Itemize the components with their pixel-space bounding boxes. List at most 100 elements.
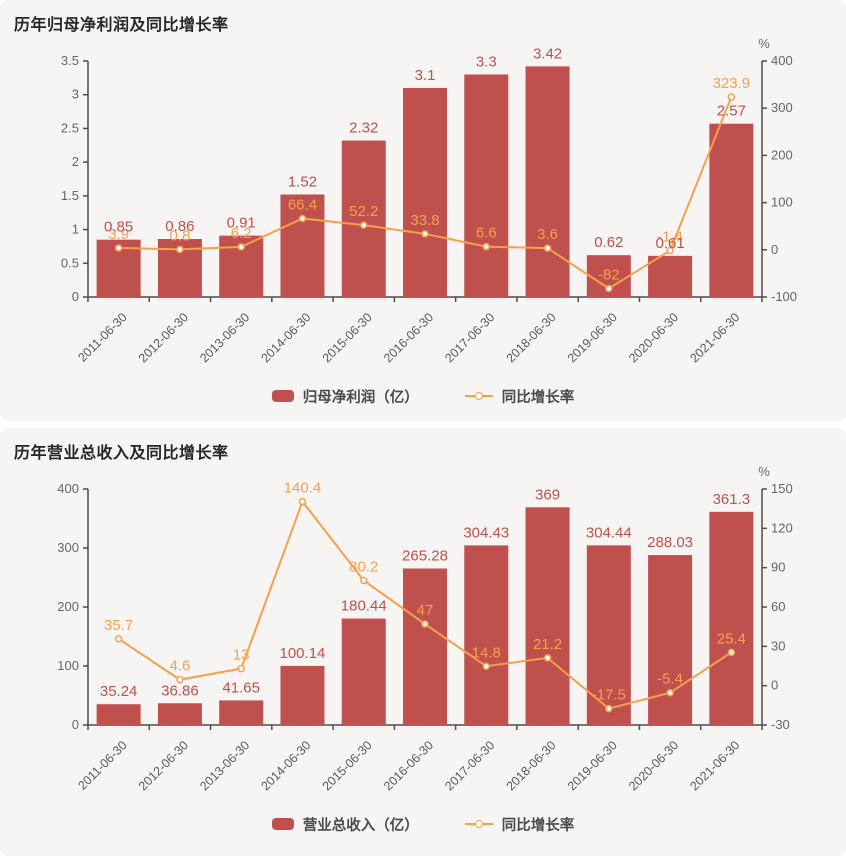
legend: 营业总收入（亿） 同比增长率 [0,809,846,839]
bar-value-label: 0.62 [594,234,623,251]
bar [280,665,325,725]
growth-marker [359,221,368,229]
bar-value-label: 2.32 [349,120,378,137]
bar-value-label: 288.03 [647,534,693,551]
bar-value-label: 3.42 [533,45,562,62]
line-series-swatch [464,820,493,828]
x-tick-label: 2021-06-30 [687,310,742,365]
left-tick-label: 100 [57,658,79,673]
bar [341,618,386,725]
x-tick-label: 2011-06-30 [75,310,129,364]
growth-value-label: 14.8 [472,644,501,661]
growth-value-label: 6.6 [476,225,497,242]
growth-value-label: 4.6 [169,658,190,675]
growth-marker [543,244,552,252]
legend-item-line: 同比增长率 [464,814,574,835]
bar [648,255,693,297]
growth-value-label: 13 [233,647,250,664]
growth-value-label: 21.2 [533,636,562,653]
right-tick-label: 150 [771,481,793,496]
left-tick-label: 2 [72,154,79,169]
bar [464,74,509,297]
growth-marker [727,648,736,657]
left-tick-label: 0 [72,289,79,304]
right-tick-label: 400 [771,53,793,68]
chart-title: 历年营业总收入及同比增长率 [14,445,229,462]
legend-item-line: 同比增长率 [464,386,575,407]
bar [709,511,754,725]
x-tick-label: 2012-06-30 [136,738,191,793]
bar-value-label: 100.14 [280,645,326,662]
bar-value-label: 41.65 [222,679,260,696]
x-tick-label: 2016-06-30 [381,310,436,365]
revenue-chart-card: 历年营业总收入及同比增长率 0 100 200 300 400 -30 0 30 60 90 120… [0,428,846,856]
growth-value-label: 3.6 [537,226,558,243]
right-tick-label: 60 [771,599,785,614]
x-tick-label: 2014-06-30 [258,738,313,793]
bar-series-swatch [271,818,294,830]
growth-marker [237,664,245,673]
bar [403,87,447,297]
growth-value-label: 47 [417,602,434,619]
legend-label: 归母净利润（亿） [302,389,419,406]
revenue-chart-canvas: 0 100 200 300 400 -30 0 30 60 90 120 150% 2011-06-30… [57,464,793,793]
left-tick-label: 400 [57,481,79,496]
line-marker-icon [474,392,483,400]
bar [280,194,325,297]
bar-value-label: 2.57 [717,103,746,120]
x-tick-label: 2020-06-30 [626,738,681,793]
growth-value-label: 0.8 [169,227,190,244]
right-tick-label: 30 [771,638,785,653]
left-tick-label: 2.5 [61,120,79,135]
x-tick-label: 2020-06-30 [626,310,681,365]
left-tick-label: 300 [57,540,79,555]
growth-value-label: 35.7 [104,617,133,634]
net-profit-chart-card: 历年归母净利润及同比增长率 0 0.5 1 1.5 2 2.5 3 3.5 -100 0 100 20… [0,0,846,421]
bar-value-label: 0.61 [655,235,684,252]
growth-marker [176,675,184,684]
x-tick-label: 2011-06-30 [75,738,129,792]
legend-label: 同比增长率 [501,389,575,406]
x-tick-label: 2018-06-30 [504,310,559,365]
bar [464,545,509,725]
growth-value-label: 80.2 [349,559,378,576]
growth-marker [482,662,491,671]
x-tick-label: 2013-06-30 [197,310,252,365]
growth-marker [605,284,613,293]
right-tick-label: 0 [771,242,778,257]
bar-value-label: 0.86 [165,218,194,235]
growth-value-label: 52.2 [349,203,378,220]
x-tick-label: 2012-06-30 [136,310,191,365]
growth-value-label: 66.4 [288,196,317,213]
x-tick-label: 2016-06-30 [381,738,436,793]
x-tick-label: 2013-06-30 [197,738,252,793]
growth-value-label: -17.5 [592,687,626,704]
legend: 归母净利润（亿） 同比增长率 [0,381,846,411]
x-tick-label: 2019-06-30 [565,738,620,793]
growth-value-label: 25.4 [717,630,746,647]
left-tick-label: 3 [72,87,79,102]
net-profit-chart-canvas: 00.511.522.533.5-1000100200300400%2011-0… [61,36,797,365]
bar [709,123,754,297]
right-tick-label: 120 [771,520,793,535]
left-tick-label: 1.5 [61,188,79,203]
right-tick-label: 90 [771,560,785,575]
growth-marker [666,246,674,255]
legend-label: 营业总收入（亿） [302,817,419,834]
growth-value-label: -1.4 [657,228,683,245]
bar-value-label: 1.52 [288,174,317,191]
right-tick-label: -30 [771,717,790,732]
growth-marker [421,230,429,238]
percent-unit-label: % [758,464,770,479]
bar-value-label: 36.86 [161,682,199,699]
bar [341,140,386,297]
growth-marker [114,635,123,643]
bar-value-label: 180.44 [341,598,387,615]
bar-value-label: 3.1 [415,67,436,84]
x-tick-label: 2017-06-30 [442,738,497,793]
bar [525,507,570,725]
growth-marker [421,620,429,628]
bar-value-label: 3.3 [476,53,497,70]
x-tick-label: 2018-06-30 [504,738,559,793]
bar [96,704,141,725]
